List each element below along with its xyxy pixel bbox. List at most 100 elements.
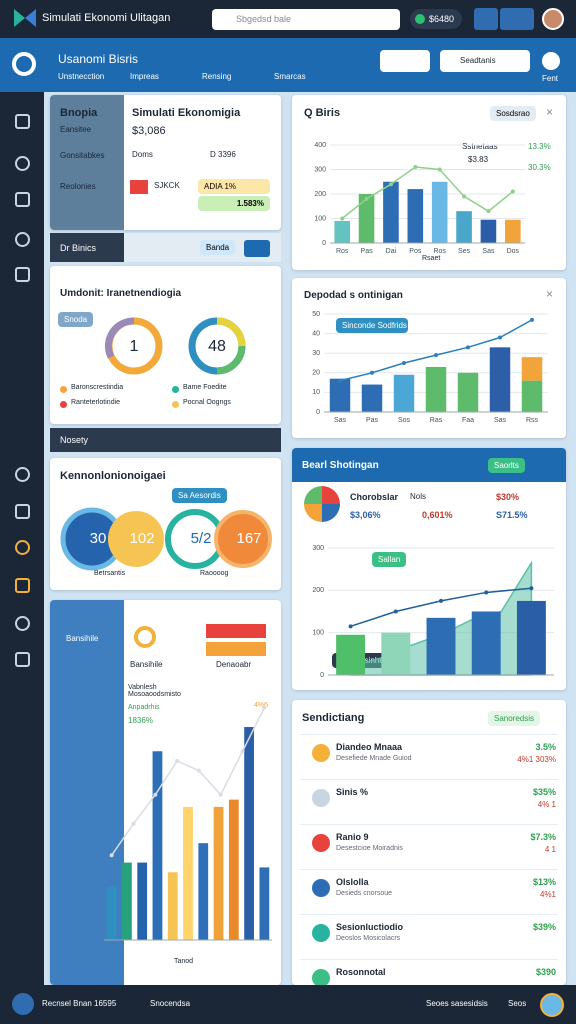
coin-title: Chorobslar — [350, 492, 399, 502]
line-point — [402, 361, 406, 365]
avatar[interactable] — [540, 993, 564, 1017]
coin-stat: $30% — [496, 492, 520, 502]
row-name: Sinis % — [336, 787, 369, 797]
sidebar-icon[interactable] — [15, 616, 30, 631]
row-change: 4%1 303% — [517, 755, 556, 764]
sidebar-icon[interactable] — [15, 232, 30, 247]
legend-dot — [172, 401, 179, 408]
search-button[interactable]: Seadtanis — [440, 50, 530, 72]
kpi-value: 30 — [89, 530, 107, 547]
side-label: Bansihile — [66, 634, 99, 643]
allocation-card: Umdonit: Iranetnendiogia Snoda 1 48 Baro… — [50, 266, 281, 424]
chart-c-button[interactable]: Saorlts — [488, 458, 525, 473]
chart-c: 0 100 200 300 — [312, 545, 554, 679]
bar — [431, 181, 448, 243]
sales-chart — [104, 705, 272, 941]
row-sub: Deoslos Mosicolacrs — [336, 935, 401, 942]
coin-sub: Nols — [410, 492, 427, 501]
status-text: Recnsel Bnan 16595 — [42, 999, 117, 1008]
x-tick-label: Rss — [526, 417, 539, 424]
bar — [137, 862, 148, 940]
line-point — [262, 705, 267, 710]
row-icon — [312, 789, 330, 807]
x-tick-label: Sos — [398, 417, 411, 424]
close-icon[interactable]: × — [546, 287, 554, 301]
list-card: Sendictiang Sanoredsis Diandeo Mnaaa Dese… — [292, 700, 566, 987]
balance-pill[interactable]: $6480 — [410, 9, 462, 29]
x-tick-label: Faa — [462, 417, 474, 424]
donut-center: 48 — [208, 338, 226, 355]
icon-button[interactable] — [500, 8, 534, 30]
row-name: Diandeo Mnaaa — [336, 742, 403, 752]
y-tick-label: 30 — [312, 350, 320, 357]
tab[interactable]: Rensing — [202, 72, 232, 81]
bar — [244, 727, 254, 940]
tab[interactable]: Impreas — [130, 72, 159, 81]
section-sub: Eansitee — [60, 125, 92, 134]
x-tick-label: Dos — [507, 248, 520, 255]
bar — [106, 886, 117, 940]
row-divider — [300, 779, 558, 780]
kpi-circle — [214, 510, 272, 568]
section-row: Gonsitabkes — [60, 151, 105, 160]
x-tick-label: Ros — [433, 248, 446, 255]
line-point — [131, 821, 136, 826]
avatar[interactable] — [542, 8, 564, 30]
flag-button[interactable] — [380, 50, 430, 72]
list-title: Sendictiang — [302, 712, 365, 724]
sidebar-icon[interactable] — [15, 652, 30, 667]
tab-button[interactable]: Banda — [200, 240, 236, 255]
sidebar-icon[interactable] — [15, 504, 30, 519]
bar — [521, 380, 543, 412]
row-divider — [300, 869, 558, 870]
bar — [480, 219, 497, 243]
sidebar-icon[interactable] — [15, 578, 30, 593]
kpi-caption: Raoooog — [200, 570, 229, 577]
line-point — [462, 194, 467, 199]
sidebar-icon[interactable] — [15, 192, 30, 207]
bar — [457, 372, 479, 412]
status-right: Seos — [508, 999, 527, 1008]
bar — [521, 357, 543, 381]
y-tick-label: 0 — [316, 409, 320, 416]
line-point — [437, 167, 442, 172]
line-point — [348, 624, 353, 629]
x-tick-label: Ses — [458, 248, 471, 255]
chart-a-button[interactable]: Sosdsrao — [490, 106, 536, 121]
search-box[interactable]: Sbgedsd bale — [212, 9, 400, 30]
legend-dot — [60, 401, 67, 408]
kpi-tag: Sa Aesordis — [172, 488, 227, 503]
sidebar — [0, 92, 44, 985]
menu-icon[interactable] — [542, 52, 560, 70]
allocation-tag: Snoda — [58, 312, 94, 327]
tab-icon-button[interactable] — [244, 240, 270, 257]
icon-button[interactable] — [474, 8, 498, 30]
bar — [383, 181, 399, 243]
list-tag[interactable]: Sanoredsis — [488, 711, 541, 726]
legend-label: Baronscrestindia — [71, 384, 124, 391]
line-point — [510, 189, 515, 194]
tab[interactable]: Unstnecction — [58, 72, 105, 81]
sidebar-icon[interactable] — [15, 467, 30, 482]
row-value: $7.3% — [530, 832, 556, 842]
x-tick-label: Dai — [386, 248, 397, 255]
donut-center: 1 — [129, 338, 139, 355]
settings-icon[interactable] — [12, 52, 36, 76]
line-point — [484, 590, 489, 595]
column-label: Doms — [132, 150, 153, 159]
sidebar-icon[interactable] — [15, 267, 30, 282]
kpi-value: 102 — [129, 530, 155, 547]
bar — [381, 632, 411, 675]
row-value: $13% — [532, 877, 556, 887]
chart-a-title: Q Biris — [304, 107, 341, 119]
close-icon[interactable]: × — [546, 105, 554, 119]
bar — [426, 617, 456, 675]
donut-segment — [104, 317, 135, 359]
sidebar-icon[interactable] — [15, 156, 30, 171]
chart-pill: Sallan — [372, 552, 407, 567]
sidebar-icon[interactable] — [15, 114, 30, 129]
allocation-title: Umdonit: Iranetnendiogia — [60, 288, 182, 299]
sidebar-icon[interactable] — [15, 540, 30, 555]
tab[interactable]: Smarcas — [274, 72, 306, 81]
